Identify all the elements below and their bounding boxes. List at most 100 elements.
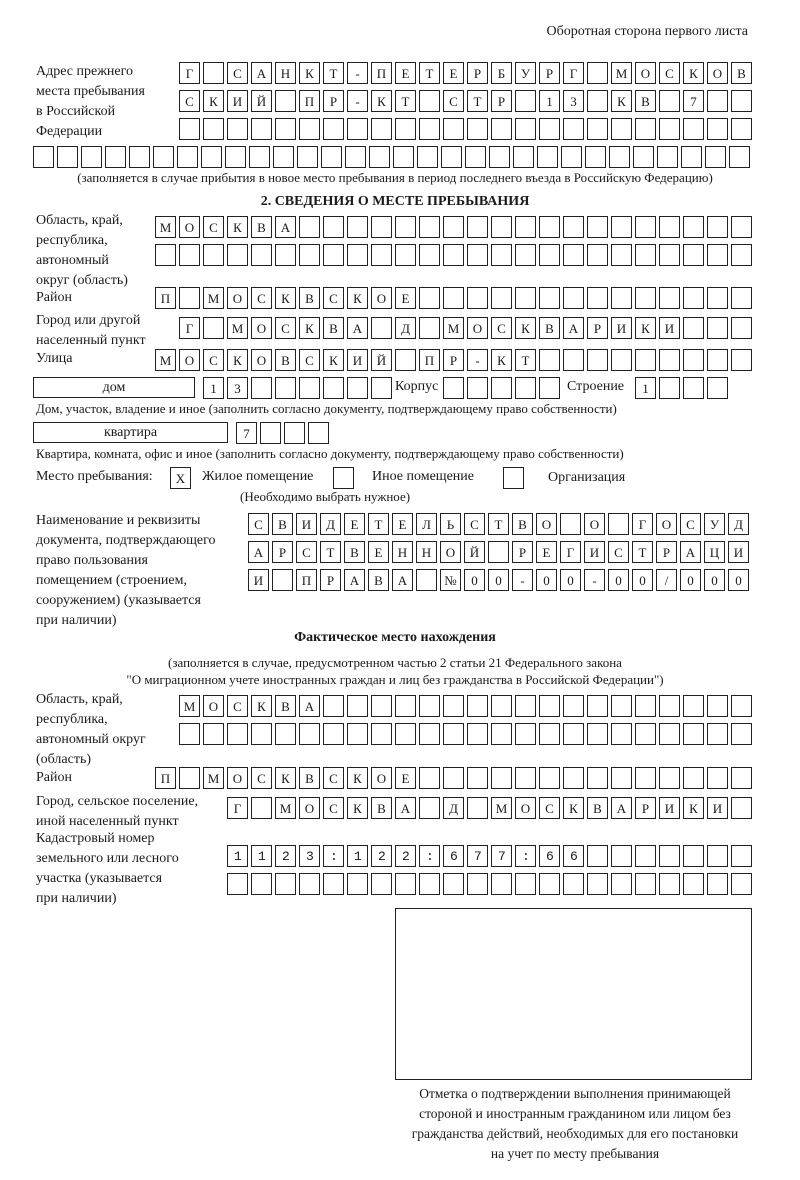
char-cell[interactable]: [467, 118, 488, 140]
char-cell[interactable]: К: [491, 349, 512, 371]
char-cell[interactable]: [323, 695, 344, 717]
char-cell[interactable]: [515, 377, 536, 399]
char-cell[interactable]: О: [179, 216, 200, 238]
char-cell[interactable]: М: [203, 287, 224, 309]
char-cell[interactable]: Е: [395, 767, 416, 789]
char-cell[interactable]: [683, 723, 704, 745]
char-cell[interactable]: [707, 349, 728, 371]
char-cell[interactable]: [587, 244, 608, 266]
char-cell[interactable]: М: [443, 317, 464, 339]
char-cell[interactable]: С: [179, 90, 200, 112]
char-cell[interactable]: В: [299, 767, 320, 789]
char-cell[interactable]: [321, 146, 342, 168]
char-cell[interactable]: [537, 146, 558, 168]
char-cell[interactable]: [635, 216, 656, 238]
char-cell[interactable]: [299, 845, 320, 867]
char-cell[interactable]: Р: [320, 569, 341, 591]
char-cell[interactable]: [371, 695, 392, 717]
char-cell[interactable]: Ц: [704, 541, 725, 563]
char-cell[interactable]: [260, 422, 281, 444]
char-cell[interactable]: [683, 317, 704, 339]
char-cell[interactable]: [513, 146, 534, 168]
char-cell[interactable]: -: [512, 569, 533, 591]
char-cell[interactable]: С: [203, 216, 224, 238]
char-cell[interactable]: А: [248, 541, 269, 563]
char-cell[interactable]: Д: [443, 797, 464, 819]
char-cell[interactable]: В: [635, 90, 656, 112]
char-cell[interactable]: [731, 695, 752, 717]
char-cell[interactable]: Г: [632, 513, 653, 535]
char-cell[interactable]: [443, 767, 464, 789]
char-cell[interactable]: [275, 90, 296, 112]
char-cell[interactable]: Е: [443, 62, 464, 84]
char-cell[interactable]: [33, 146, 54, 168]
char-cell[interactable]: [659, 216, 680, 238]
char-cell[interactable]: [203, 244, 224, 266]
char-cell[interactable]: С: [491, 317, 512, 339]
char-cell[interactable]: В: [539, 317, 560, 339]
char-cell[interactable]: [323, 377, 344, 399]
char-cell[interactable]: [155, 244, 176, 266]
char-cell[interactable]: [395, 244, 416, 266]
char-cell[interactable]: [308, 422, 329, 444]
char-cell[interactable]: 7: [683, 90, 704, 112]
char-cell[interactable]: [371, 845, 392, 867]
char-cell[interactable]: [659, 118, 680, 140]
char-cell[interactable]: К: [323, 349, 344, 371]
char-cell[interactable]: [347, 723, 368, 745]
char-cell[interactable]: [203, 317, 224, 339]
char-cell[interactable]: К: [227, 216, 248, 238]
char-cell[interactable]: В: [587, 797, 608, 819]
char-cell[interactable]: [153, 146, 174, 168]
char-cell[interactable]: Е: [395, 287, 416, 309]
char-cell[interactable]: [707, 723, 728, 745]
char-cell[interactable]: 0: [536, 569, 557, 591]
char-cell[interactable]: Й: [464, 541, 485, 563]
char-cell[interactable]: К: [347, 797, 368, 819]
char-cell[interactable]: [177, 146, 198, 168]
char-cell[interactable]: [563, 349, 584, 371]
char-cell[interactable]: [683, 845, 704, 867]
char-cell[interactable]: [299, 216, 320, 238]
char-cell[interactable]: К: [275, 287, 296, 309]
char-cell[interactable]: В: [275, 695, 296, 717]
char-cell[interactable]: С: [248, 513, 269, 535]
char-cell[interactable]: [491, 723, 512, 745]
char-cell[interactable]: [731, 845, 752, 867]
char-cell[interactable]: [347, 845, 368, 867]
char-cell[interactable]: В: [299, 287, 320, 309]
char-cell[interactable]: Г: [563, 62, 584, 84]
char-cell[interactable]: Е: [368, 541, 389, 563]
char-cell[interactable]: Д: [320, 513, 341, 535]
char-cell[interactable]: [539, 873, 560, 895]
char-cell[interactable]: [467, 695, 488, 717]
char-cell[interactable]: С: [323, 797, 344, 819]
char-cell[interactable]: [251, 797, 272, 819]
char-cell[interactable]: Й: [251, 90, 272, 112]
char-cell[interactable]: 1: [203, 377, 224, 399]
char-cell[interactable]: [515, 287, 536, 309]
char-cell[interactable]: К: [227, 349, 248, 371]
char-cell[interactable]: [419, 118, 440, 140]
char-cell[interactable]: [491, 695, 512, 717]
char-cell[interactable]: И: [248, 569, 269, 591]
char-cell[interactable]: В: [371, 797, 392, 819]
char-cell[interactable]: [683, 377, 704, 399]
char-cell[interactable]: [659, 244, 680, 266]
char-cell[interactable]: С: [608, 541, 629, 563]
char-cell[interactable]: В: [275, 349, 296, 371]
char-cell[interactable]: [275, 873, 296, 895]
char-cell[interactable]: Т: [488, 513, 509, 535]
char-cell[interactable]: [683, 349, 704, 371]
char-cell[interactable]: [635, 118, 656, 140]
char-cell[interactable]: [345, 146, 366, 168]
place-type-other-checkbox[interactable]: [333, 467, 354, 489]
char-cell[interactable]: [731, 797, 752, 819]
house-type-field[interactable]: дом: [33, 377, 195, 398]
char-cell[interactable]: [467, 797, 488, 819]
char-cell[interactable]: [683, 118, 704, 140]
char-cell[interactable]: О: [584, 513, 605, 535]
char-cell[interactable]: Р: [656, 541, 677, 563]
char-cell[interactable]: [275, 244, 296, 266]
char-cell[interactable]: [81, 146, 102, 168]
